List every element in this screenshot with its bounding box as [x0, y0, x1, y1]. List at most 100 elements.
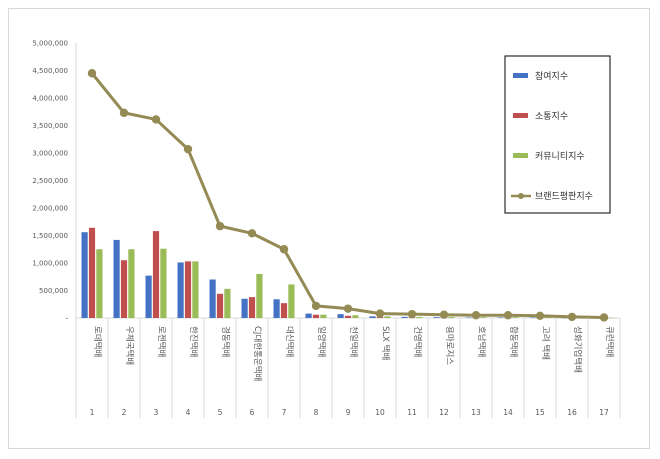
brand-score-point	[407, 309, 417, 319]
legend-swatch	[513, 113, 528, 118]
rank-label: 7	[282, 408, 287, 417]
legend-box	[504, 55, 611, 214]
category-label: 큐런택배	[604, 326, 615, 357]
y-tick-label: 4,500,000	[32, 67, 68, 75]
bar-3	[96, 249, 103, 318]
line-series-group	[87, 69, 609, 322]
bar-1	[177, 262, 184, 318]
rank-label: 3	[154, 408, 159, 417]
brand-score-point	[439, 310, 449, 319]
rank-label: 2	[122, 408, 127, 417]
chart-axes: - 500,000 1,000,000 1,500,000 2,000,000 2,500…	[32, 40, 620, 323]
bar-1	[145, 275, 152, 318]
brand-score-point	[183, 144, 193, 154]
rank-label: 4	[186, 408, 191, 417]
category-label: SLX 택배	[380, 326, 391, 360]
y-tick-label: 3,500,000	[32, 122, 68, 130]
bar-3	[416, 316, 423, 318]
y-tick-label: 2,000,000	[32, 205, 68, 213]
legend-swatch	[513, 153, 528, 158]
bar-1	[369, 316, 376, 318]
legend-marker	[518, 193, 524, 199]
rank-label: 5	[218, 408, 223, 417]
y-tick-label: 4,000,000	[32, 95, 68, 103]
bar-1	[305, 313, 312, 318]
bar-2	[152, 231, 160, 318]
category-label: CJ대한통운택배	[252, 326, 263, 381]
category-label: 일양택배	[316, 326, 327, 357]
y-tick-label: 2,500,000	[32, 177, 68, 185]
bar-2	[312, 314, 320, 318]
legend-swatch	[513, 73, 528, 78]
bar-1	[401, 316, 408, 318]
category-label: 용마로지스	[444, 326, 454, 365]
bar-2	[88, 227, 96, 318]
bar-2	[120, 260, 128, 318]
rank-label: 6	[250, 408, 255, 417]
brand-score-point	[599, 313, 609, 322]
bar-3	[320, 314, 327, 318]
chart-frame	[8, 8, 650, 449]
bar-1	[241, 298, 248, 318]
category-label: 성화기업택배	[572, 326, 583, 373]
bar-2	[184, 261, 192, 318]
bar-3	[384, 316, 391, 318]
brand-score-point	[279, 245, 289, 254]
bar-3	[480, 317, 487, 318]
bar-1	[433, 317, 440, 318]
bar-3	[128, 249, 135, 318]
bar-3	[352, 315, 359, 318]
bar-3	[512, 317, 519, 318]
brand-score-point	[567, 312, 577, 322]
bar-3	[256, 274, 263, 318]
category-labels-group: 로데택배 1 우체국택배 2 로젠택배 3 한진택배 4 경동택배 5 CJ대한통운택배 6 대신택배 7…	[75, 318, 621, 418]
bar-3	[544, 317, 551, 318]
y-tick-label: 1,500,000	[32, 232, 68, 240]
bar-3	[160, 248, 167, 318]
legend-label: 커뮤니티지수	[535, 151, 585, 162]
y-tick-label: 1,000,000	[32, 260, 68, 268]
rank-label: 16	[567, 408, 577, 417]
rank-label: 13	[471, 408, 481, 417]
brand-score-point	[87, 69, 97, 78]
bar-1	[529, 317, 536, 319]
brand-score-point	[503, 311, 513, 320]
brand-score-point	[535, 311, 545, 320]
rank-label: 14	[503, 408, 513, 417]
rank-label: 8	[314, 408, 319, 417]
rank-label: 12	[439, 408, 449, 417]
rank-label: 1	[90, 408, 95, 417]
brand-score-point	[119, 108, 129, 118]
brand-score-point	[343, 304, 353, 313]
brand-score-point	[471, 311, 481, 320]
category-label: 합동택배	[508, 326, 519, 357]
y-tick-label: 5,000,000	[32, 40, 68, 48]
category-label: 건영택배	[412, 326, 423, 357]
legend-label: 브랜드평판지수	[535, 191, 593, 202]
category-label: 로데택배	[92, 326, 103, 357]
category-label: 천일택배	[348, 326, 359, 357]
y-tick-label: 3,000,000	[32, 150, 68, 158]
bar-2	[216, 293, 224, 318]
category-label: 경동택배	[220, 326, 231, 357]
category-label: 한진택배	[188, 326, 199, 357]
rank-label: 10	[375, 408, 385, 417]
bar-1	[81, 232, 88, 318]
bar-2	[280, 303, 288, 318]
y-tick-label: -	[65, 315, 68, 323]
legend-label: 참여지수	[535, 70, 568, 82]
brand-score-point	[151, 115, 161, 124]
bar-2	[248, 297, 256, 318]
brand-score-point	[215, 221, 225, 231]
brand-score-point	[311, 301, 321, 311]
bar-1	[465, 317, 472, 318]
legend-label: 소통지수	[535, 111, 568, 122]
category-label: 고려 택배	[540, 326, 551, 360]
bar-1	[497, 317, 504, 318]
rank-label: 11	[407, 408, 417, 417]
bar-2	[344, 315, 352, 318]
bar-1	[273, 299, 280, 318]
brand-score-point	[247, 229, 257, 238]
